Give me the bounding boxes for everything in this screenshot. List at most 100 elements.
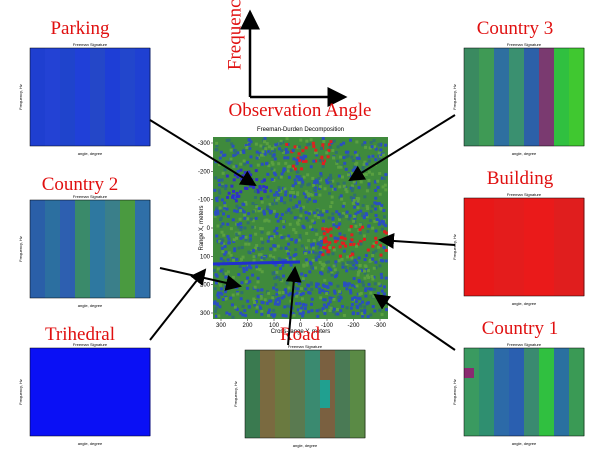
sar-pixel [363, 311, 366, 314]
sar-pixel [312, 243, 315, 246]
sar-pixel [303, 155, 306, 158]
sar-pixel [269, 152, 272, 155]
sar-pixel [364, 264, 367, 267]
sar-pixel [293, 258, 296, 261]
sar-pixel [373, 201, 376, 204]
y-tick-label: 300 [200, 311, 211, 317]
sar-pixel [301, 180, 304, 183]
sar-pixel [305, 211, 308, 214]
sar-pixel [382, 220, 385, 223]
sar-pixel [329, 181, 332, 184]
sar-pixel [272, 154, 275, 157]
sar-pixel [221, 250, 224, 253]
sar-pixel [302, 303, 305, 306]
sar-pixel [235, 205, 238, 208]
signature-stripe [554, 348, 570, 436]
signature-stripe [569, 48, 585, 146]
sar-pixel [378, 309, 381, 312]
sar-pixel [296, 205, 299, 208]
sar-pixel [244, 314, 247, 317]
sar-pixel [336, 285, 339, 288]
sar-pixel [232, 276, 235, 279]
sar-pixel [290, 169, 293, 172]
sar-pixel [339, 245, 342, 248]
sar-pixel [260, 197, 263, 200]
sar-pixel [239, 190, 242, 193]
sar-pixel [289, 195, 292, 198]
sar-pixel [359, 242, 362, 245]
sar-pixel [233, 178, 236, 181]
sar-pixel [222, 298, 225, 301]
sar-pixel [336, 237, 339, 240]
sar-pixel [294, 179, 297, 182]
sar-pixel [215, 234, 218, 237]
sar-pixel [359, 228, 362, 231]
sar-pixel [345, 269, 348, 272]
sar-pixel [303, 176, 306, 179]
sar-pixel [313, 239, 316, 242]
sar-pixel [263, 257, 266, 260]
sar-pixel [377, 143, 380, 146]
sar-pixel [279, 217, 282, 220]
sar-pixel [284, 193, 287, 196]
sar-pixel [312, 184, 315, 187]
sar-pixel [248, 239, 251, 242]
sar-pixel [280, 247, 283, 250]
sar-pixel [289, 199, 292, 202]
sar-pixel [354, 225, 357, 228]
sar-pixel [368, 160, 371, 163]
sar-pixel [337, 296, 340, 299]
sar-pixel [336, 271, 339, 274]
sar-pixel [355, 154, 358, 157]
sar-pixel [318, 309, 321, 312]
sar-pixel [371, 227, 374, 230]
sar-pixel [297, 219, 300, 222]
signature-stripe [554, 198, 585, 296]
sar-pixel [274, 283, 277, 286]
sar-pixel [362, 284, 365, 287]
sar-pixel [309, 225, 312, 228]
sar-pixel [322, 246, 325, 249]
panel-y-label: Frequency, Hz [452, 84, 457, 110]
sar-pixel [346, 255, 349, 258]
sar-pixel [227, 258, 230, 261]
sar-pixel [220, 231, 223, 234]
sar-pixel [300, 273, 303, 276]
sar-pixel [260, 154, 263, 157]
sar-pixel [363, 195, 366, 198]
sar-pixel [244, 243, 247, 246]
sar-pixel [307, 284, 310, 287]
sar-pixel [281, 213, 284, 216]
sar-pixel [241, 246, 244, 249]
sar-pixel [293, 314, 296, 317]
sar-pixel [331, 252, 334, 255]
sar-pixel [383, 215, 386, 218]
sar-pixel [230, 254, 233, 257]
sar-pixel [380, 204, 383, 207]
sar-pixel [281, 172, 284, 175]
sar-pixel [289, 223, 292, 226]
sar-pixel [377, 186, 380, 189]
sar-pixel [302, 264, 305, 267]
sar-pixel [272, 272, 275, 275]
sar-pixel [322, 165, 325, 168]
sar-pixel [285, 314, 288, 317]
sar-pixel [221, 222, 224, 225]
sar-pixel [317, 242, 320, 245]
axis-title: Frequency [224, 0, 245, 70]
sar-pixel [345, 215, 348, 218]
sar-pixel [243, 309, 246, 312]
sar-pixel [363, 305, 366, 308]
sar-pixel [319, 296, 322, 299]
x-tick-label: -300 [374, 323, 387, 329]
sar-pixel [314, 252, 317, 255]
sar-pixel [345, 287, 348, 290]
sar-pixel [356, 202, 359, 205]
signature-stripe [120, 200, 136, 298]
sar-pixel [377, 292, 380, 295]
sar-pixel [302, 160, 305, 163]
sar-pixel [374, 158, 377, 161]
sar-pixel [276, 298, 279, 301]
x-tick-label: -100 [321, 323, 334, 329]
sar-pixel [369, 219, 372, 222]
